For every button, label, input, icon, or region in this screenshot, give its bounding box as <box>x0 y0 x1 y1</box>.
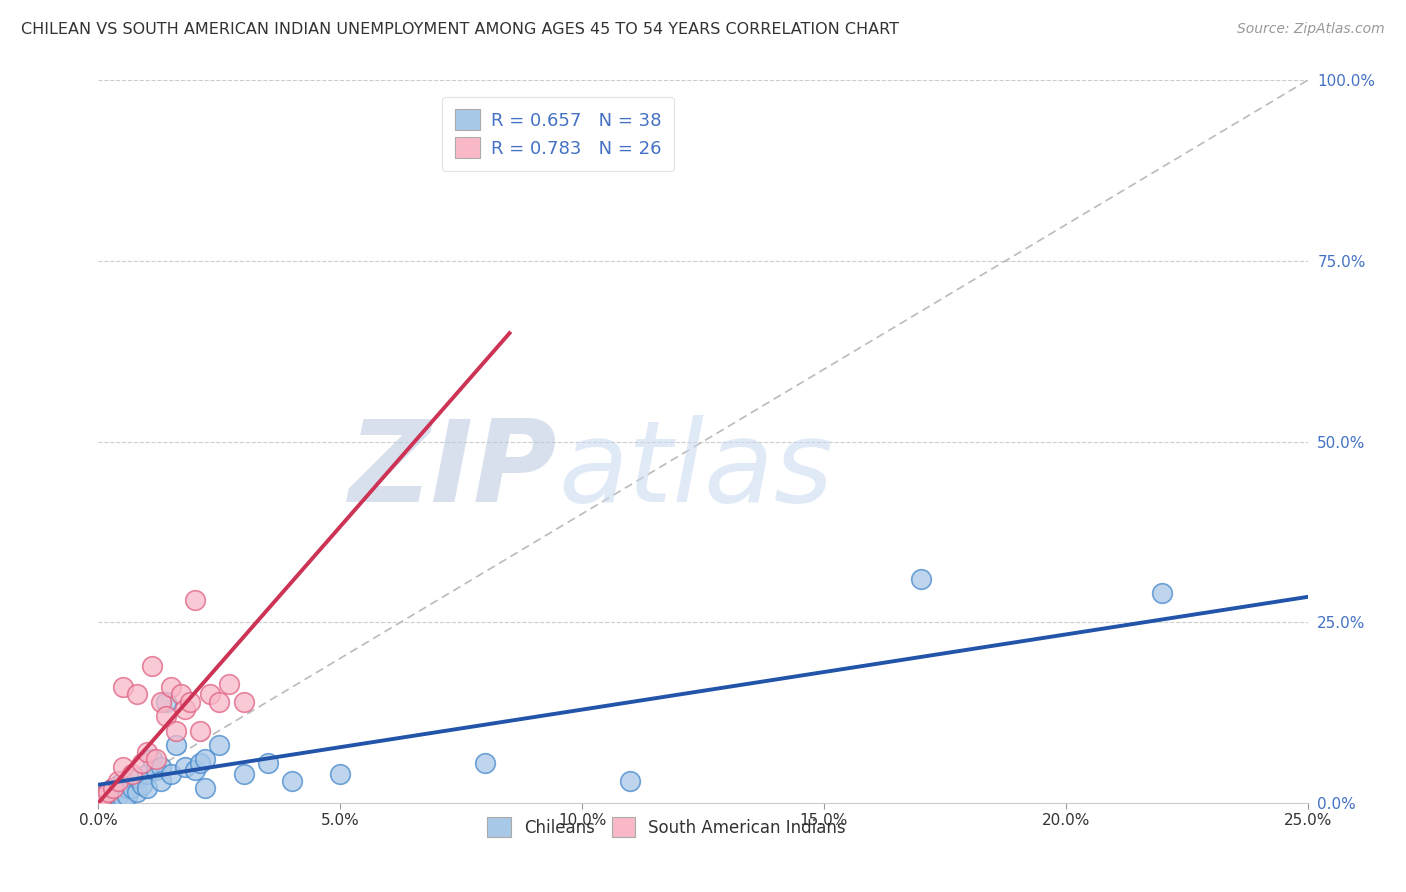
Point <box>131 778 153 792</box>
Point <box>155 695 177 709</box>
Point <box>179 695 201 709</box>
Point <box>281 774 304 789</box>
Point <box>135 781 157 796</box>
Point <box>1152 586 1174 600</box>
Point <box>91 789 114 803</box>
Text: ZIP: ZIP <box>350 415 558 526</box>
Point <box>107 789 129 803</box>
Point <box>107 774 129 789</box>
Point <box>111 792 134 806</box>
Point <box>150 760 173 774</box>
Point <box>174 702 197 716</box>
Legend: Chileans, South American Indians: Chileans, South American Indians <box>479 809 855 845</box>
Point <box>184 764 207 778</box>
Point <box>188 756 211 770</box>
Point <box>155 709 177 723</box>
Point <box>174 760 197 774</box>
Point <box>194 781 217 796</box>
Point <box>131 756 153 770</box>
Point <box>141 658 163 673</box>
Point <box>117 781 139 796</box>
Point <box>101 781 124 796</box>
Point <box>160 680 183 694</box>
Text: atlas: atlas <box>558 415 832 526</box>
Point <box>97 792 120 806</box>
Point <box>121 767 143 781</box>
Point <box>208 695 231 709</box>
Point <box>188 723 211 738</box>
Point <box>198 687 221 701</box>
Point <box>160 767 183 781</box>
Point <box>145 752 167 766</box>
Point <box>184 593 207 607</box>
Point <box>111 760 134 774</box>
Point <box>117 789 139 803</box>
Point <box>208 738 231 752</box>
Point <box>218 676 240 690</box>
Point <box>87 792 110 806</box>
Point <box>232 767 254 781</box>
Point <box>141 752 163 766</box>
Point <box>232 695 254 709</box>
Point <box>135 767 157 781</box>
Point <box>121 781 143 796</box>
Point <box>101 781 124 796</box>
Point <box>256 756 278 770</box>
Point <box>910 572 932 586</box>
Point <box>329 767 352 781</box>
Point <box>474 756 496 770</box>
Point <box>127 771 149 785</box>
Point <box>135 745 157 759</box>
Point <box>619 774 641 789</box>
Point <box>145 764 167 778</box>
Point <box>97 785 120 799</box>
Point <box>150 695 173 709</box>
Point <box>165 723 187 738</box>
Point <box>169 687 191 701</box>
Point <box>127 687 149 701</box>
Point <box>87 792 110 806</box>
Point <box>127 785 149 799</box>
Point <box>165 738 187 752</box>
Point <box>101 785 124 799</box>
Point <box>111 774 134 789</box>
Point <box>150 774 173 789</box>
Point <box>107 778 129 792</box>
Text: CHILEAN VS SOUTH AMERICAN INDIAN UNEMPLOYMENT AMONG AGES 45 TO 54 YEARS CORRELAT: CHILEAN VS SOUTH AMERICAN INDIAN UNEMPLO… <box>21 22 898 37</box>
Text: Source: ZipAtlas.com: Source: ZipAtlas.com <box>1237 22 1385 37</box>
Point <box>111 680 134 694</box>
Point <box>194 752 217 766</box>
Point <box>91 789 114 803</box>
